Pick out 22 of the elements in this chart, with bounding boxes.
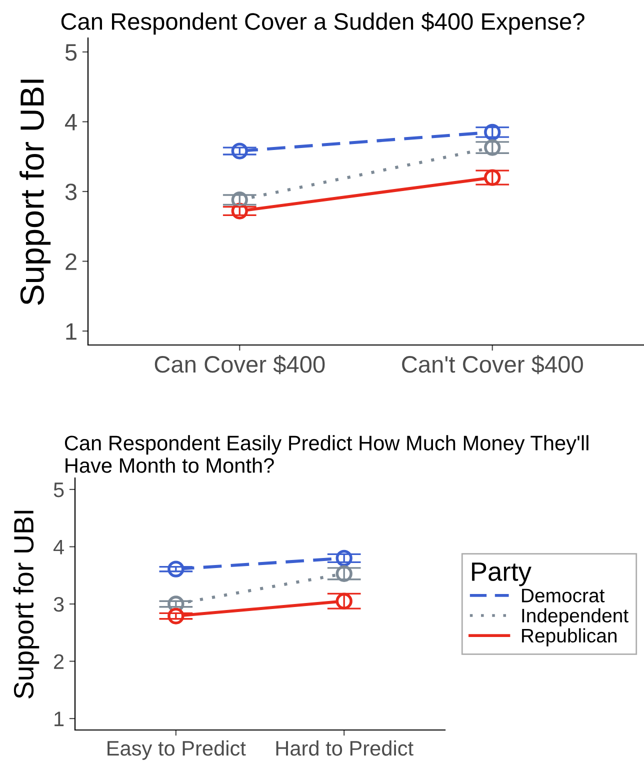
x-tick-label: Easy to Predict (108, 740, 246, 760)
chart-title: Can Respondent Easily Predict How Much Money They'll Have Month to Month? (64, 435, 588, 473)
x-tick-label: Hard to Predict (276, 740, 414, 756)
y-tick-label: 1 (66, 323, 76, 340)
y-tick-label: 5 (65, 44, 77, 61)
y-tick-label: 4 (53, 540, 64, 554)
y-tick-label: 3 (65, 184, 77, 200)
y-tick-label: 5 (54, 482, 64, 498)
chart-title: Can Respondent Cover a Sudden $400 Expense? (61, 12, 584, 35)
x-tick-label: Can't Cover $400 (402, 355, 583, 374)
y-tick-label: 2 (54, 654, 64, 669)
y-tick-label: 4 (64, 114, 77, 130)
y-tick-label: 2 (66, 253, 76, 270)
y-axis-title: Support for UBI (13, 510, 40, 698)
legend-label: Independent (522, 608, 628, 626)
x-tick-label: Can Cover $400 (154, 355, 325, 374)
legend-label: Democrat (522, 588, 605, 602)
y-tick-label: 1 (54, 712, 64, 726)
y-axis-title: Support for UBI (20, 80, 51, 305)
legend-title: Party (472, 562, 532, 586)
legend-label: Republican (522, 628, 616, 646)
y-tick-label: 3 (54, 597, 64, 612)
